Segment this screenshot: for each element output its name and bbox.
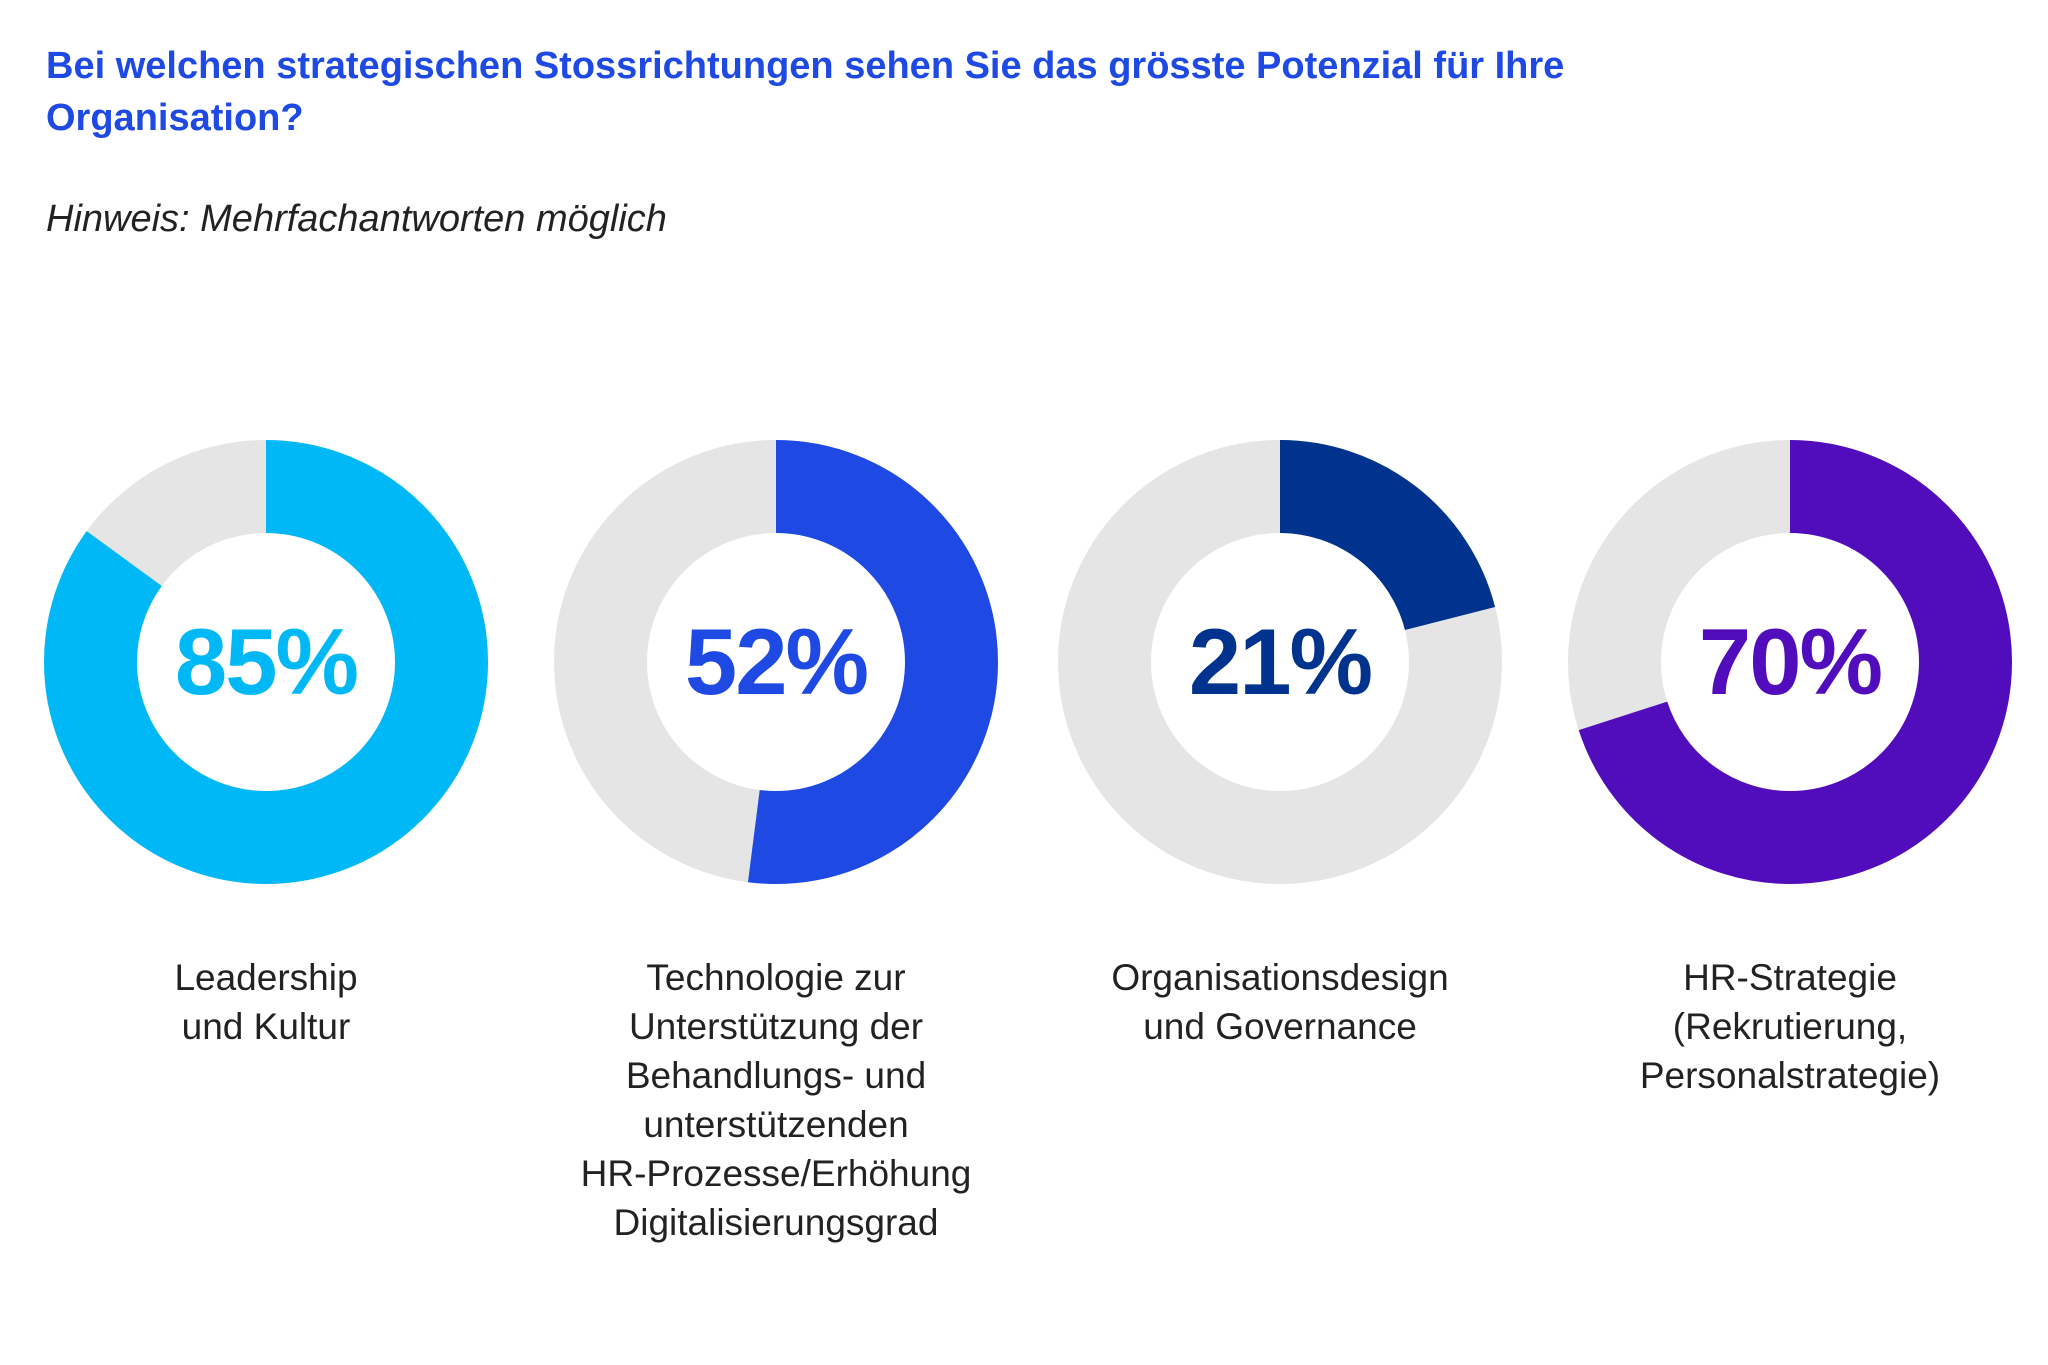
donut-category-label: Leadership und Kultur — [16, 953, 516, 1051]
donut-value-label: 52% — [684, 609, 869, 714]
label-line: Technologie zur — [646, 957, 906, 998]
label-line: unterstützenden — [643, 1104, 909, 1145]
donut-3: 21% — [1058, 440, 1502, 884]
donut-category-label: Organisationsdesign und Governance — [1030, 953, 1530, 1051]
donut-value-label: 21% — [1188, 609, 1373, 714]
label-line: Unterstützung der — [628, 1006, 924, 1047]
donut-arc — [1058, 440, 1502, 884]
label-line: Organisationsdesign — [1111, 957, 1449, 998]
donut-arc — [554, 440, 998, 884]
donut-4: 70% — [1568, 440, 2012, 884]
label-line: Leadership — [174, 957, 358, 998]
donut-arc — [1568, 440, 2012, 884]
donut-category-label: HR-Strategie (Rekrutierung, Personalstrate… — [1540, 953, 2040, 1100]
chart-subtitle: Hinweis: Mehrfachantworten möglich — [46, 198, 667, 240]
label-line: Personalstrategie) — [1639, 1055, 1941, 1096]
donut-arc — [44, 440, 488, 884]
label-line: Digitalisierungsgrad — [613, 1202, 939, 1243]
donut-category-label: Technologie zur Unterstützung der Behandlu… — [526, 953, 1026, 1247]
donut-value-label: 85% — [174, 609, 359, 714]
label-line: und Governance — [1143, 1006, 1417, 1047]
chart-title: Bei welchen strategischen Stossrichtunge… — [46, 45, 1565, 139]
donut-2: 52% — [554, 440, 998, 884]
label-line: HR-Strategie — [1683, 957, 1897, 998]
label-line: Behandlungs- und — [625, 1055, 927, 1096]
label-line: und Kultur — [181, 1006, 351, 1047]
donut-1: 85% — [44, 440, 488, 884]
label-line: HR-Prozesse/Erhöhung — [580, 1153, 972, 1194]
donut-value-label: 70% — [1698, 609, 1883, 714]
label-line: (Rekrutierung, — [1672, 1006, 1908, 1047]
